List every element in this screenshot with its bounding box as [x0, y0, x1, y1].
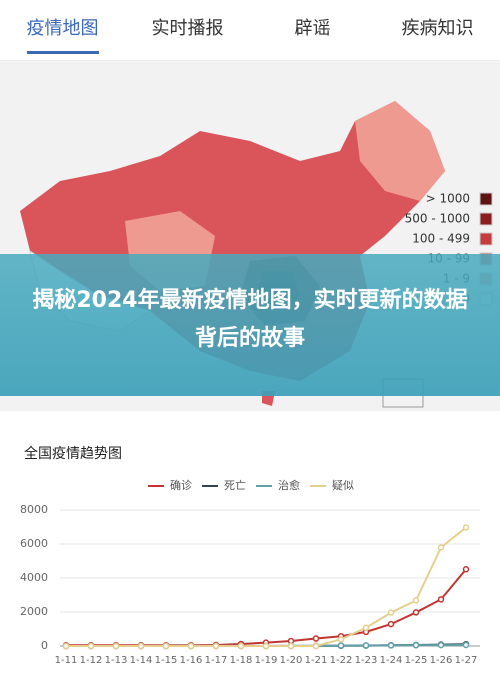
y-tick-label: 2000 [20, 605, 48, 618]
banner-title: 揭秘2024年最新疫情地图，实时更新的数据背后的故事 [32, 288, 468, 351]
legend-label: 确诊 [170, 478, 192, 492]
point [262, 642, 270, 650]
x-tick-label: 1-14 [130, 655, 153, 666]
x-tick-label: 1-24 [380, 655, 403, 666]
legend-label: 疑似 [332, 479, 354, 492]
banner: 揭秘2024年最新疫情地图，实时更新的数据背后的故事 [0, 254, 500, 396]
x-tick-label: 1-17 [205, 655, 228, 666]
point [462, 565, 470, 573]
point [287, 642, 295, 650]
tab-label: 疫情地图 [26, 18, 99, 54]
x-tick-label: 1-16 [180, 655, 203, 666]
x-tick-label: 1-21 [305, 655, 328, 666]
x-tick-label: 1-27 [455, 655, 478, 666]
tab-bar: 疫情地图 实时播报 辟谣 疾病知识 [0, 0, 500, 61]
x-tick-label: 1-23 [355, 655, 378, 666]
x-tick-label: 1-18 [230, 655, 253, 666]
x-tick-label: 1-11 [55, 655, 78, 666]
legend-label: 治愈 [278, 478, 300, 492]
x-tick-label: 1-19 [255, 655, 278, 666]
point [212, 642, 220, 650]
point [337, 636, 345, 643]
point [162, 642, 170, 650]
tab-label: 实时播报 [151, 18, 224, 39]
legend-swatch [479, 192, 493, 206]
point [187, 642, 195, 650]
point [237, 642, 245, 650]
point [62, 642, 70, 650]
chart-card [8, 422, 492, 693]
tab-label: 辟谣 [294, 18, 331, 39]
point [412, 597, 420, 604]
y-tick-label: 4000 [20, 571, 48, 584]
chart-title: 全国疫情趋势图 [24, 445, 122, 462]
tab-label: 疾病知识 [401, 18, 474, 39]
legend-label: 100 - 499 [412, 232, 470, 246]
legend-label: 500 - 1000 [405, 212, 470, 226]
point [437, 596, 445, 603]
point [312, 642, 320, 650]
legend-label: 死亡 [224, 478, 246, 492]
legend-swatch [479, 212, 493, 226]
y-tick-label: 6000 [20, 537, 48, 550]
x-tick-label: 1-26 [430, 655, 453, 666]
point [112, 642, 120, 650]
tab[interactable]: 疾病知识 [375, 0, 500, 60]
y-tick-label: 8000 [20, 503, 48, 516]
point [137, 642, 145, 650]
tab[interactable]: 实时播报 [125, 0, 250, 60]
point [437, 544, 445, 551]
point [362, 624, 370, 632]
tab[interactable]: 疫情地图 [0, 0, 125, 60]
x-tick-label: 1-22 [330, 655, 353, 666]
point [412, 609, 420, 616]
point [462, 524, 470, 531]
legend-label: > 1000 [426, 192, 470, 206]
point [87, 642, 95, 650]
x-tick-label: 1-12 [80, 655, 103, 666]
point [462, 641, 470, 649]
tab[interactable]: 辟谣 [250, 0, 375, 60]
point [412, 641, 420, 649]
point [312, 635, 320, 642]
point [387, 620, 395, 628]
x-tick-label: 1-13 [105, 655, 128, 666]
legend-swatch [479, 232, 493, 246]
point [362, 642, 370, 649]
point [387, 609, 395, 616]
map-region [355, 101, 445, 201]
point [337, 642, 345, 649]
x-tick-label: 1-20 [280, 655, 303, 666]
x-tick-label: 1-15 [155, 655, 178, 666]
x-tick-label: 1-25 [405, 655, 428, 666]
point [387, 642, 395, 649]
y-tick-label: 0 [41, 639, 48, 652]
point [437, 641, 445, 649]
